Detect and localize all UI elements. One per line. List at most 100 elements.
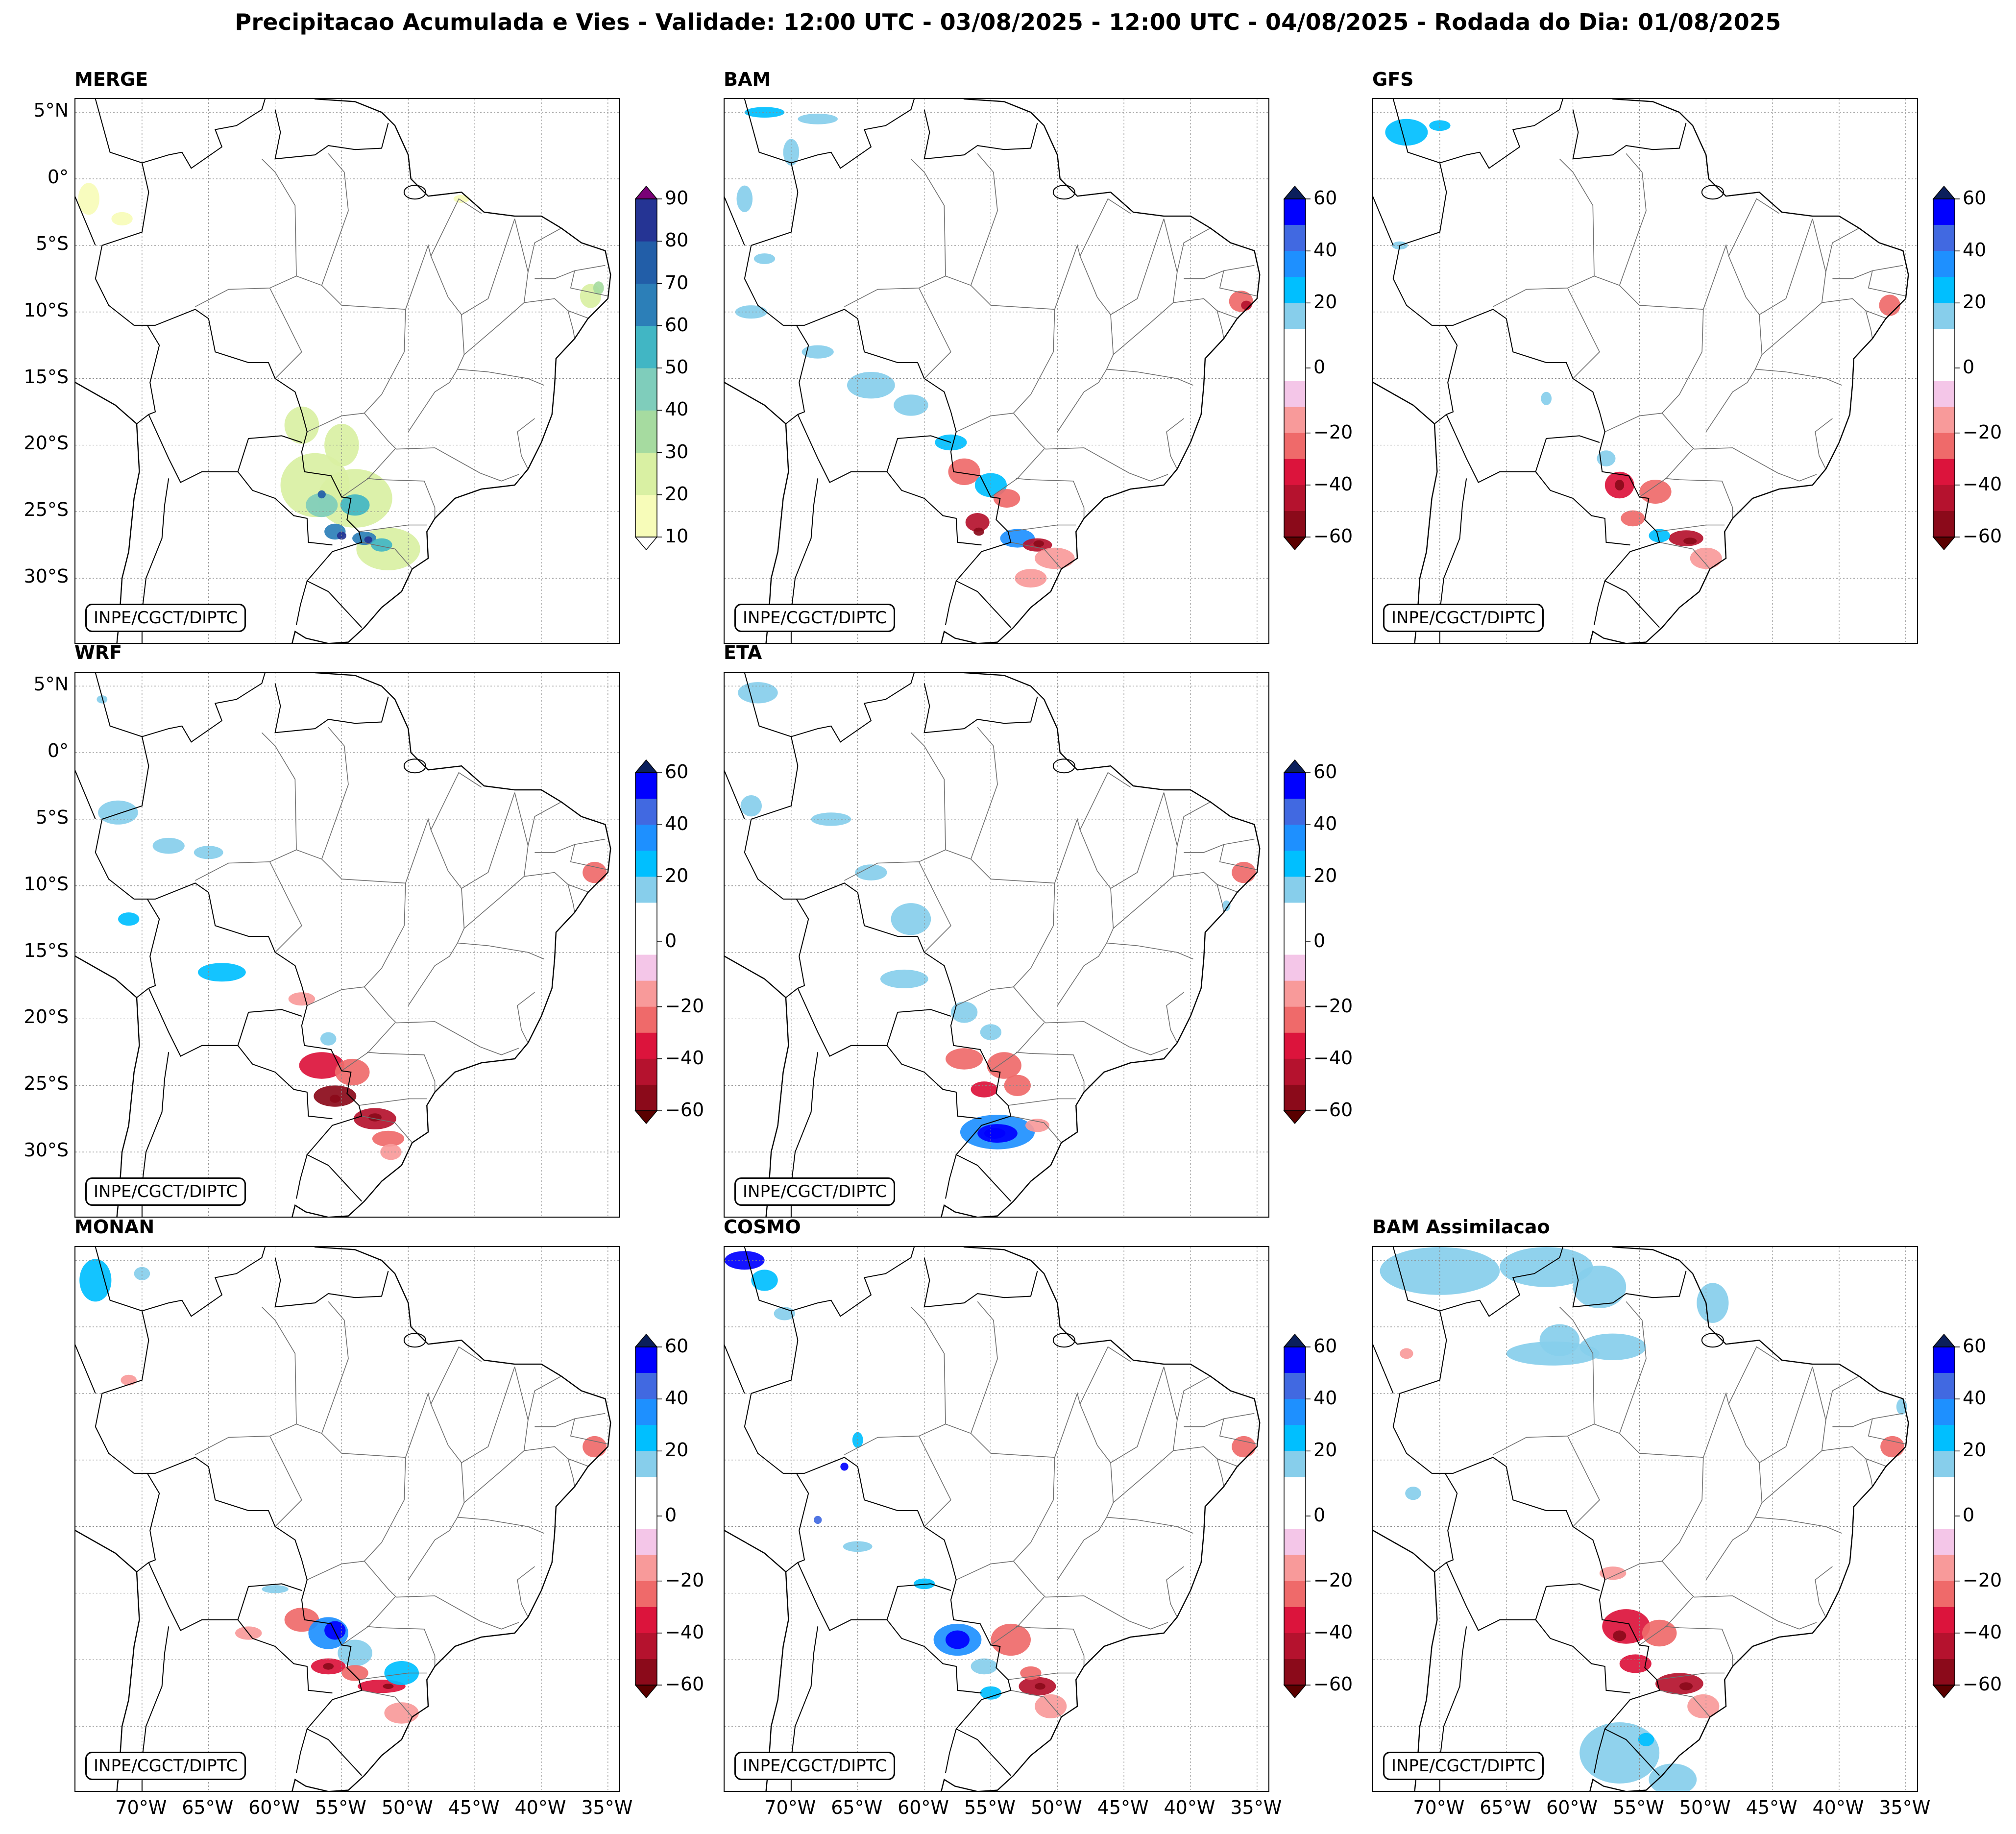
colorbar-segment: [635, 1373, 657, 1399]
state-border: [269, 861, 302, 953]
longitude-label: 45°W: [1097, 1797, 1149, 1818]
coastline: [403, 1333, 426, 1348]
state-border: [1045, 1021, 1168, 1055]
colorbar-canvas: [1283, 759, 1311, 1125]
state-border: [534, 1413, 606, 1427]
map-panel-merge: INPE/CGCT/DIPTC: [74, 98, 620, 644]
field-region: [371, 538, 392, 552]
state-border: [269, 849, 406, 884]
field-region: [383, 1684, 394, 1689]
state-border: [1728, 1346, 1780, 1404]
state-border: [918, 861, 951, 953]
field-region: [364, 536, 372, 543]
coastline: [1052, 185, 1075, 200]
coastline: [941, 99, 1261, 643]
state-border: [362, 1690, 413, 1717]
colorbar-segment: [1284, 851, 1306, 877]
country-border: [1373, 1344, 1394, 1394]
state-border: [567, 884, 575, 913]
country-borders: [1373, 1247, 1687, 1791]
state-border: [570, 270, 608, 296]
colorbar-segment: [635, 851, 657, 877]
state-border: [1703, 1392, 1763, 1580]
map-canvas: [75, 99, 619, 643]
state-border: [1008, 1672, 1076, 1680]
field-region: [1687, 1694, 1720, 1718]
graticule: [725, 99, 1268, 643]
colorbar-tick-label: 40: [1313, 1387, 1337, 1409]
country-border: [1446, 1562, 1630, 1694]
coastline: [941, 673, 1261, 1217]
latitude-label: 10°S: [24, 873, 69, 895]
colorbar-segment: [1933, 459, 1955, 486]
latitude-label: 10°S: [24, 299, 69, 321]
colorbar-segment: [1284, 329, 1306, 355]
colorbar-tick-label: −60: [665, 1099, 704, 1121]
field-region: [329, 1095, 340, 1103]
state-border: [524, 298, 590, 319]
colorbar-extend-min: [1283, 537, 1307, 551]
credit-label: INPE/CGCT/DIPTC: [734, 604, 896, 632]
country-border: [1434, 325, 1458, 424]
colorbar-segment: [635, 1084, 657, 1111]
map-canvas: [725, 99, 1268, 643]
colorbar-segment: [1933, 1451, 1955, 1477]
field-region: [738, 682, 778, 704]
longitude-label: 65°W: [182, 1797, 234, 1818]
state-border: [463, 219, 529, 355]
colorbar-segment: [635, 1633, 657, 1660]
state-borders: [844, 1301, 1257, 1717]
field-region: [948, 458, 980, 485]
colorbar-extend-max: [1932, 185, 1956, 199]
field-region: [324, 1621, 346, 1640]
colorbar-tick-label: −20: [665, 1569, 704, 1591]
state-border: [970, 1301, 998, 1434]
state-border: [1045, 1595, 1168, 1630]
country-border: [923, 1257, 1038, 1308]
country-border: [274, 109, 389, 160]
country-border: [1535, 1583, 1600, 1620]
country-borders: [1373, 99, 1687, 643]
state-borders: [844, 153, 1257, 569]
map-panel-monan: INPE/CGCT/DIPTC: [74, 1246, 620, 1792]
state-border: [1166, 1566, 1184, 1617]
colorbar-tick-label: −40: [1313, 473, 1353, 495]
latitude-label: 20°S: [24, 1006, 69, 1028]
state-border: [341, 1597, 395, 1646]
colorbar-segment: [1933, 225, 1955, 251]
state-border: [970, 727, 998, 859]
state-border: [528, 227, 562, 272]
state-border: [1219, 270, 1257, 296]
colorbar-canvas: [1283, 185, 1311, 551]
state-border: [1016, 1626, 1085, 1666]
state-border: [430, 772, 482, 830]
colorbar-tick-label: 0: [1313, 1504, 1326, 1526]
country-border: [797, 414, 982, 546]
colorbar-segment: [635, 773, 657, 799]
state-border: [844, 861, 919, 881]
colorbar-extend-min: [634, 1685, 658, 1699]
state-border: [430, 1346, 482, 1404]
map-canvas: [725, 1247, 1268, 1791]
colorbar-extend-max: [1283, 185, 1307, 199]
country-border: [797, 1562, 982, 1694]
country-border: [886, 1009, 951, 1046]
field-region: [740, 795, 762, 817]
country-border: [1594, 1729, 1605, 1773]
colorbar-segment: [1284, 799, 1306, 825]
latitude-label: 5°N: [33, 99, 69, 122]
colorbar-segment: [635, 325, 657, 368]
longitude-label: 40°W: [514, 1797, 566, 1818]
country-border: [296, 1729, 308, 1773]
field-region: [453, 195, 470, 203]
bias-colorbar: [1283, 759, 1311, 1125]
colorbar-segment: [635, 410, 657, 453]
panel-title-wrf: WRF: [74, 642, 122, 663]
state-border: [910, 1306, 946, 1424]
field-region: [753, 253, 776, 264]
longitude-label: 55°W: [964, 1797, 1016, 1818]
country-border: [1392, 99, 1660, 628]
state-border: [1664, 1626, 1733, 1666]
field-region: [323, 1663, 334, 1670]
colorbar-segment: [1284, 1032, 1306, 1059]
